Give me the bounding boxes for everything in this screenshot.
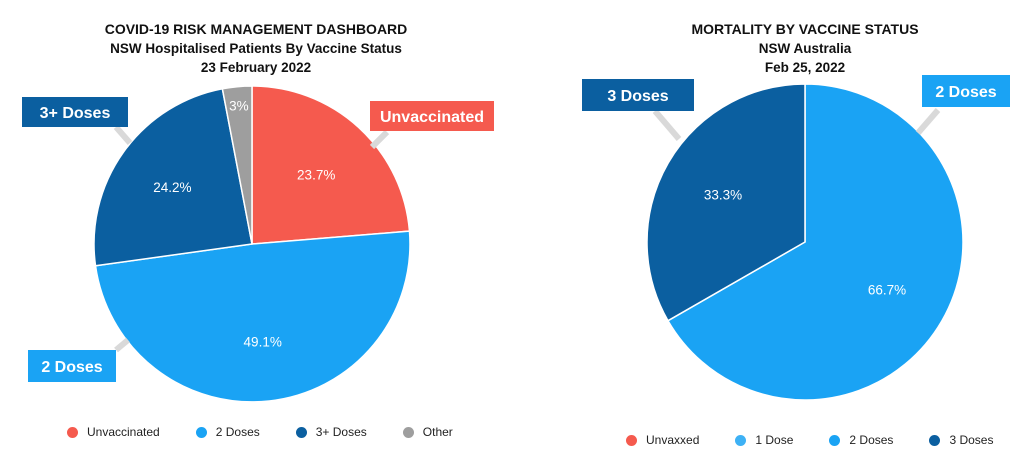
callout-box-3-doses [582,79,694,111]
mortality-legend: Unvaxxed 1 Dose 2 Doses 3 Doses [626,433,993,447]
hospitalised-pie: Unvaccinated 2 Doses 3+ Doses 23.7% 49.1% 24.… [22,85,494,403]
legend-label: 3+ Doses [315,425,367,439]
slice-value-label: 23.7% [297,167,335,182]
legend-item-other: Other [402,425,453,439]
callout-box-unvaccinated [370,101,494,131]
legend-swatch [735,434,747,446]
slice-value-label: 66.7% [868,283,906,298]
slice-value-label: 49.1% [244,334,282,349]
hospitalised-legend: Unvaccinated 2 Doses 3+ Doses Other [67,425,453,439]
legend-swatch [67,426,78,438]
callout-connector [369,129,390,150]
chart-date: Feb 25, 2022 [764,60,846,75]
legend-item-1-dose: 1 Dose [735,433,793,447]
legend-item-unvaccinated: Unvaccinated [67,425,160,439]
callout-box-3-doses [22,97,128,127]
hospitalised-chart-titles: COVID-19 RISK MANAGEMENT DASHBOARD NSW H… [0,20,512,77]
legend-label: 2 Doses [215,425,260,439]
callout-connector [113,125,133,145]
pie-value-labels: 66.7% 33.3% [704,188,906,298]
legend-item-unvaxxed: Unvaxxed [626,433,699,447]
legend-label: Other [422,425,453,439]
legend-label: 1 Dose [755,433,794,447]
legend-swatch [195,426,207,438]
pie-slice-unvaccinated [251,85,411,245]
pie-slices [646,83,964,401]
pie-callouts: 2 Doses 3 Doses [582,75,1010,141]
mortality-chart: MORTALITY BY VACCINE STATUS NSW Australi… [512,0,1024,466]
pie-slice-3-doses [93,87,253,267]
callout-connector [114,337,130,353]
pie-slices [93,85,411,403]
pie-slice-3-doses [646,83,806,322]
slice-value-label: 33.3% [704,188,742,203]
callout-label: 3 Doses [607,88,668,105]
legend-item-3-doses: 3 Doses [929,433,993,447]
hospitalised-chart: COVID-19 RISK MANAGEMENT DASHBOARD NSW H… [0,20,512,439]
pie-slice-2-doses [666,83,964,401]
legend-swatch [829,434,841,446]
chart-subtitle: NSW Australia [758,41,852,56]
callout-label: 2 Doses [41,359,102,376]
slice-value-label: 3% [229,99,249,114]
pie-callouts: Unvaccinated 2 Doses 3+ Doses [22,97,494,382]
legend-swatch [626,434,637,446]
callout-box-2-doses [28,350,116,382]
legend-item-2-doses: 2 Doses [829,433,893,447]
pie-slice-other [221,85,253,245]
mortality-chart-titles: MORTALITY BY VACCINE STATUS NSW Australi… [512,20,1024,77]
callout-label: 2 Doses [935,84,996,101]
callout-box-2-doses [922,75,1010,107]
pie-slice-2-doses [94,230,411,403]
legend-swatch [929,434,941,446]
pie-value-labels: 23.7% 49.1% 24.2% 3% [153,99,335,350]
legend-label: Unvaxxed [646,433,700,447]
legend-item-3-doses: 3+ Doses [295,425,367,439]
chart-title: MORTALITY BY VACCINE STATUS [691,21,919,37]
chart-subtitle: NSW Hospitalised Patients By Vaccine Sta… [110,41,402,56]
legend-item-2-doses: 2 Doses [195,425,260,439]
chart-date: 23 February 2022 [200,60,312,75]
legend-label: Unvaccinated [87,425,160,439]
legend-label: 2 Doses [849,433,894,447]
legend-swatch [402,426,414,438]
callout-connector [915,108,941,135]
callout-connector [652,109,682,141]
legend-swatch [295,426,307,438]
slice-value-label: 24.2% [153,180,191,195]
legend-label: 3 Doses [949,433,994,447]
callout-label: 3+ Doses [40,105,111,122]
mortality-pie: 2 Doses 3 Doses 66.7% 33.3% [582,75,1010,401]
callout-label: Unvaccinated [380,109,484,126]
chart-title: COVID-19 RISK MANAGEMENT DASHBOARD [104,21,408,37]
